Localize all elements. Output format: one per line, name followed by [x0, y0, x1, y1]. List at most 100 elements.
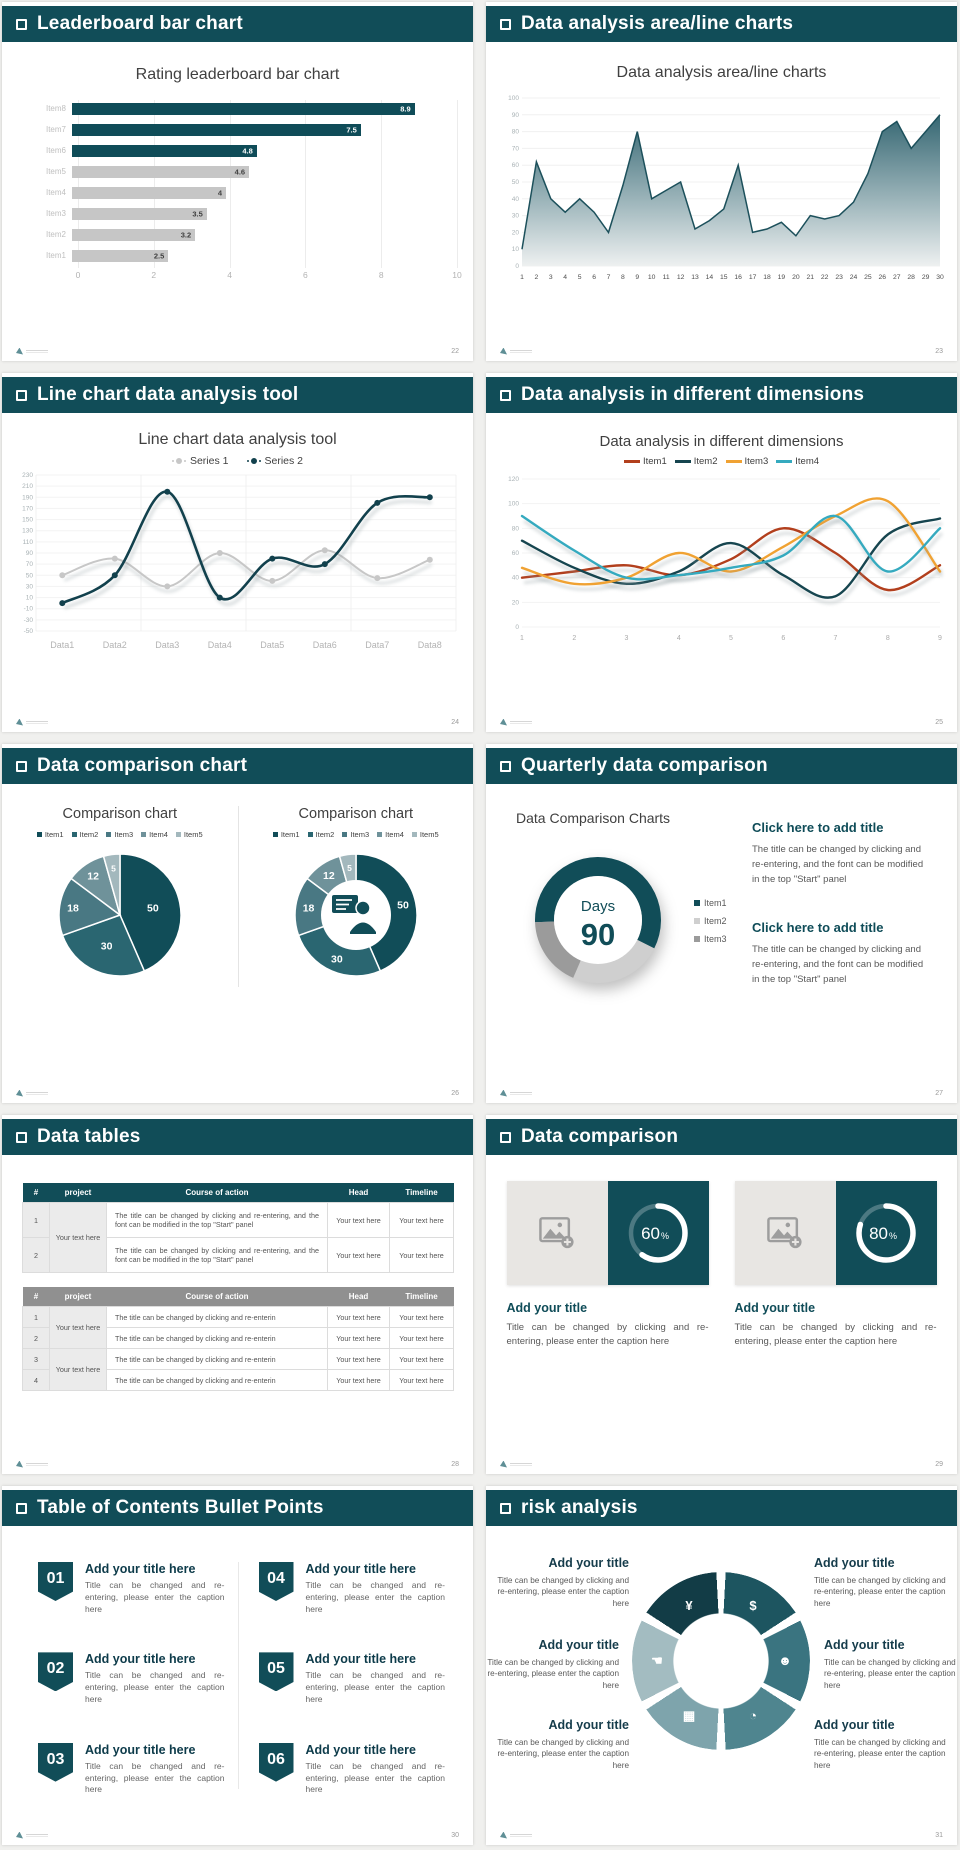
- bar-value: 8.9: [400, 104, 411, 113]
- risk-text-block: Add your title Title can be changed by cl…: [814, 1556, 956, 1609]
- bar: 4.8: [72, 144, 257, 157]
- svg-text:Data4: Data4: [207, 640, 231, 650]
- toc-item: 04 Add your title here Title can be change…: [258, 1562, 445, 1634]
- slide-footer: 29: [486, 1454, 957, 1474]
- legend-marker: [106, 832, 112, 837]
- bar-row: Item2 3.2: [32, 224, 473, 245]
- slide-title: Leaderboard bar chart: [37, 13, 243, 34]
- column-header: Timeline: [389, 1287, 454, 1307]
- svg-text:5: 5: [578, 274, 582, 281]
- number-badge: 02: [38, 1652, 73, 1692]
- hand-coin-icon: ☚: [651, 1653, 663, 1668]
- image-placeholder: [734, 1181, 836, 1285]
- university-logo: [500, 718, 532, 726]
- table-row: 4 The title can be changed by clicking an…: [22, 1369, 454, 1391]
- axis-tick: 10: [452, 270, 462, 280]
- svg-text:210: 210: [22, 483, 33, 490]
- legend-label: Item5: [183, 830, 203, 839]
- toc-title: Add your title here: [85, 1652, 196, 1667]
- chart-title: Data analysis area/line charts: [616, 64, 827, 81]
- cell-head: Your text here: [327, 1327, 390, 1349]
- risk-text-block: Add your title Title can be changed by cl…: [487, 1556, 629, 1609]
- legend-marker: [175, 832, 181, 837]
- table-row: 1 Your text here The title can be changed …: [22, 1306, 454, 1349]
- leaderboard-bar-chart: Item8 8.9 Item7 7.5 Item6 4.8 Item5 4.6 Item4 4 It…: [32, 98, 473, 284]
- progress-ring-icon: 80%: [856, 1203, 916, 1263]
- slide-area-line-charts: Data analysis area/line charts Data anal…: [486, 2, 957, 361]
- svg-text:1: 1: [520, 274, 524, 281]
- legend-label: Item1: [44, 830, 64, 839]
- bar-value: 3.5: [192, 209, 203, 218]
- progress-ring: 60%: [607, 1181, 709, 1285]
- svg-text:2: 2: [572, 635, 576, 642]
- legend-item: Item5: [175, 830, 203, 839]
- image-placeholder-icon: [539, 1217, 574, 1249]
- progress-ring-icon: 60%: [628, 1203, 688, 1263]
- bar: 7.5: [72, 123, 361, 136]
- svg-text:5: 5: [347, 863, 352, 873]
- presenter-icon: [331, 895, 376, 934]
- legend-item: Item2: [674, 456, 718, 467]
- legend-item: Item4: [141, 830, 168, 839]
- axis-tick: 4: [227, 270, 232, 280]
- bar-label: Item5: [45, 167, 66, 176]
- toc-item: 03 Add your title here Title can be change…: [38, 1742, 225, 1815]
- bar: 4.6: [72, 165, 250, 178]
- chart-legend: Item1 Item2 Item3: [694, 898, 727, 944]
- bar: 8.9: [72, 102, 415, 115]
- legend-marker: [272, 832, 278, 837]
- svg-text:20: 20: [792, 274, 800, 281]
- svg-text:30: 30: [331, 954, 343, 966]
- legend-marker: [246, 458, 261, 464]
- cell-timeline: Your text here: [389, 1306, 454, 1328]
- legend-label: Item2: [693, 456, 718, 467]
- building-icon: ▦: [682, 1708, 696, 1724]
- coins-icon: $: [749, 1597, 757, 1613]
- svg-text:20: 20: [511, 599, 519, 606]
- svg-text:9: 9: [635, 274, 639, 281]
- svg-text:Data6: Data6: [312, 640, 336, 650]
- bar: 2.5: [72, 249, 169, 262]
- svg-text:26: 26: [879, 274, 887, 281]
- svg-text:50: 50: [512, 179, 520, 186]
- toc-items: 01 Add your title here Title can be change…: [2, 1526, 473, 1825]
- bar: 3.2: [72, 228, 196, 241]
- comparison-card: 80% Add your title Title can be changed by…: [734, 1181, 937, 1350]
- svg-text:90: 90: [25, 550, 33, 557]
- university-logo: [500, 1831, 532, 1839]
- cell-project: Your text here: [49, 1306, 107, 1349]
- svg-text:120: 120: [508, 476, 519, 483]
- cell-timeline: Your text here: [389, 1348, 454, 1370]
- risk-title: Add your title: [548, 1718, 629, 1732]
- bar-value: 4.8: [242, 146, 253, 155]
- toc-item: 06 Add your title here Title can be change…: [258, 1742, 445, 1815]
- university-logo: [500, 347, 532, 355]
- donut-chart: 50 30 18 12 5: [239, 839, 474, 987]
- risk-caption: Title can be changed by clicking and re-…: [814, 1576, 946, 1608]
- legend-label: Item5: [419, 830, 439, 839]
- toc-caption: Title can be changed and re-entering, pl…: [85, 1580, 225, 1614]
- cell-number: 2: [22, 1327, 50, 1349]
- legend-label: Item3: [744, 456, 769, 467]
- bar-value: 4.6: [234, 167, 246, 176]
- line-chart: 230 210 190 170 150 130 110 90 70 50 30 10 -10 -30 -50…: [2, 469, 473, 657]
- svg-text:30: 30: [512, 213, 520, 220]
- cell-number: 1: [22, 1202, 50, 1238]
- legend-item: Item1: [36, 830, 64, 839]
- legend-marker: [725, 460, 742, 463]
- legend-marker: [411, 832, 417, 837]
- svg-text:30: 30: [25, 583, 33, 590]
- svg-text:1: 1: [520, 635, 524, 642]
- svg-text:-30: -30: [23, 617, 33, 624]
- risk-title: Add your title: [814, 1718, 895, 1732]
- page-number: 31: [935, 1831, 943, 1839]
- svg-text:3: 3: [549, 274, 553, 281]
- cell-action: The title can be changed by clicking and…: [106, 1237, 328, 1273]
- page-number: 30: [451, 1831, 459, 1839]
- bar-row: Item6 4.8: [32, 140, 473, 161]
- column-header: #: [22, 1287, 50, 1307]
- block-title: Click here to add title: [752, 919, 884, 935]
- svg-text:10: 10: [648, 274, 656, 281]
- svg-text:9: 9: [938, 635, 942, 642]
- svg-text:80: 80: [869, 1224, 888, 1243]
